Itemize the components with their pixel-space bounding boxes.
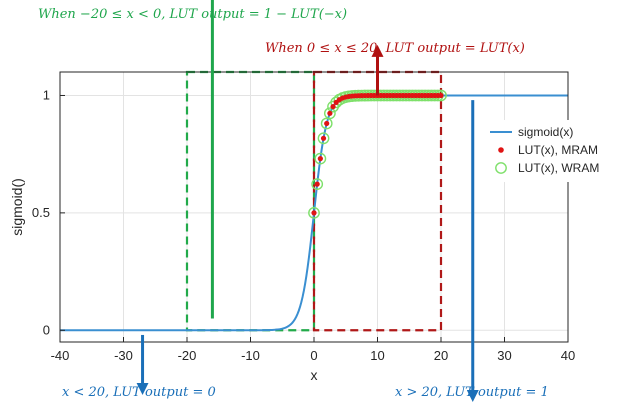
legend: sigmoid(x) LUT(x), MRAM LUT(x), WRAM [484,120,620,182]
positive-lut-region [312,70,443,332]
x-tick-label: -10 [241,348,260,363]
axes: -40 -30 -20 -10 0 10 20 30 40 0 0.5 1 x sigmoid() [9,71,575,383]
legend-label: LUT(x), MRAM [518,143,598,157]
point-mram [324,120,330,127]
x-tick-label: -20 [178,348,197,363]
legend-swatch-wram [495,162,507,174]
series [60,89,568,332]
point-mram [327,110,333,116]
x-tick-label: 40 [561,348,575,363]
point-mram [314,181,320,187]
annotations: When −20 ≤ x < 0, LUT output = 1 − LUT(−… [38,7,549,400]
y-tick-label: 0.5 [32,205,50,220]
point-mram [311,210,317,216]
x-tick-label: 30 [497,348,511,363]
point-mram [438,92,444,99]
legend-label: sigmoid(x) [518,125,573,139]
x-tick-label: -40 [51,348,70,363]
x-tick-label: -30 [114,348,133,363]
point-mram [320,135,327,141]
x-axis-label: x [311,367,318,383]
x-tick-label: 10 [370,348,384,363]
x-tick-label: 0 [310,348,317,363]
point-wram [314,152,327,165]
point-wram [317,132,330,145]
y-axis-label: sigmoid() [9,178,25,236]
point-wram [308,206,320,219]
point-mram [330,104,336,110]
legend-label: LUT(x), WRAM [518,161,599,175]
annotation-right: x > 20, LUT output = 1 [395,385,549,400]
arrows [136,0,479,402]
point-wram [323,107,336,120]
x-tick-label: 20 [434,348,448,363]
point-mram [317,156,323,162]
annotation-left: x < 20, LUT output = 0 [62,385,216,400]
point-wram [311,178,324,191]
point-wram [320,117,333,130]
y-tick-label: 0 [43,322,50,337]
annotation-negative: When −20 ≤ x < 0, LUT output = 1 − LUT(−… [38,7,347,22]
legend-background [484,120,620,182]
annotation-positive: When 0 ≤ x ≤ 20, LUT output = LUT(x) [265,41,525,56]
legend-swatch-mram [498,147,504,153]
point-wram [330,96,343,109]
y-tick-label: 1 [43,87,50,102]
